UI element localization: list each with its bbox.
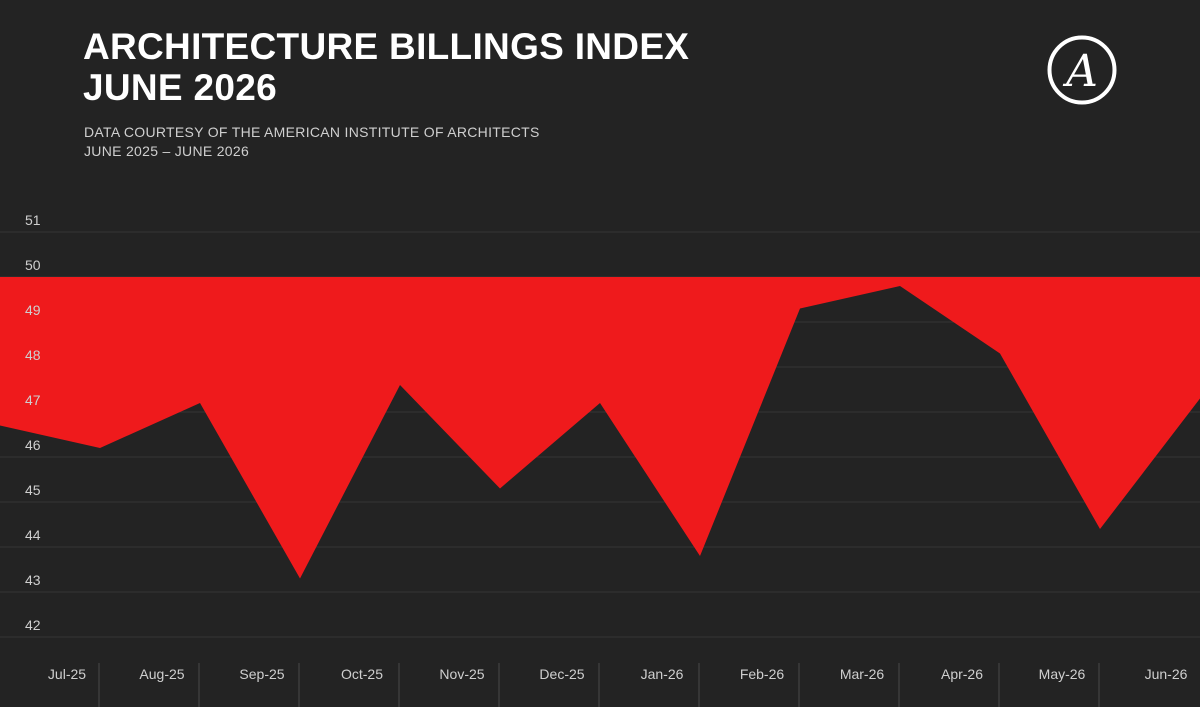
x-tick-label: Nov-25 xyxy=(439,666,484,682)
x-tick-label: Mar-26 xyxy=(840,666,885,682)
y-tick-label: 49 xyxy=(25,302,41,318)
subtitle-date-range: JUNE 2025 – JUNE 2026 xyxy=(84,143,250,159)
chart-title: ARCHITECTURE BILLINGS INDEX JUNE 2026 xyxy=(83,26,689,108)
y-tick-label: 44 xyxy=(25,527,41,543)
x-tick-label: Oct-25 xyxy=(341,666,383,682)
x-tick-label: May-26 xyxy=(1039,666,1086,682)
x-tick-label: Feb-26 xyxy=(740,666,785,682)
x-tick-label: Sep-25 xyxy=(239,666,284,682)
y-tick-label: 48 xyxy=(25,347,41,363)
y-tick-label: 47 xyxy=(25,392,41,408)
x-tick-label: Dec-25 xyxy=(539,666,584,682)
title-line-1: ARCHITECTURE BILLINGS INDEX xyxy=(83,26,690,67)
y-tick-label: 46 xyxy=(25,437,41,453)
letter-a-circle-logo: A xyxy=(1047,35,1117,105)
title-line-2: JUNE 2026 xyxy=(83,67,277,108)
x-tick-label: Apr-26 xyxy=(941,666,983,682)
logo-letter: A xyxy=(1062,46,1098,97)
y-tick-label: 51 xyxy=(25,212,41,228)
y-tick-label: 43 xyxy=(25,572,41,588)
x-tick-label: Aug-25 xyxy=(139,666,184,682)
chart-subtitle: DATA COURTESY OF THE AMERICAN INSTITUTE … xyxy=(84,123,540,161)
x-tick-label: Jul-25 xyxy=(48,666,86,682)
subtitle-source: DATA COURTESY OF THE AMERICAN INSTITUTE … xyxy=(84,124,540,140)
area-series xyxy=(0,277,1200,579)
y-tick-label: 42 xyxy=(25,617,41,633)
x-tick-label: Jun-26 xyxy=(1145,666,1188,682)
x-tick-label: Jan-26 xyxy=(641,666,684,682)
y-tick-label: 45 xyxy=(25,482,41,498)
y-tick-label: 50 xyxy=(25,257,41,273)
